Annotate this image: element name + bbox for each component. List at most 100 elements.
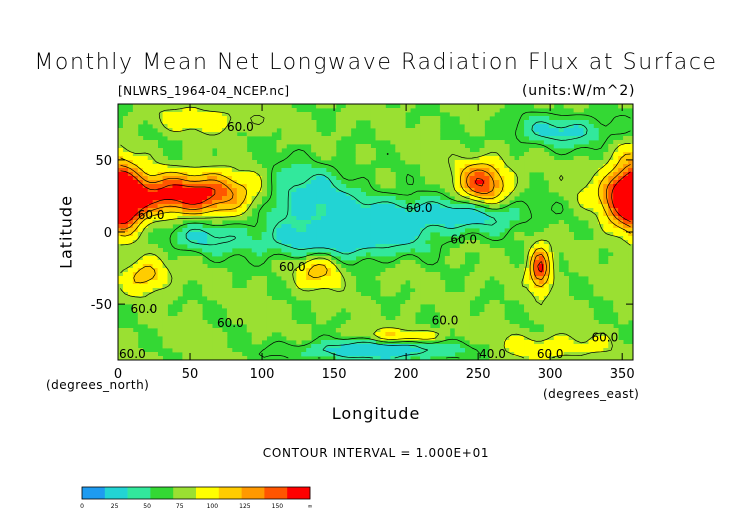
field-cell [613,296,619,301]
field-cell [122,296,129,301]
field-cell [558,136,565,141]
field-cell [588,136,594,141]
field-cell [276,148,282,153]
field-cell [494,200,500,205]
field-cell [469,164,475,169]
field-cell [202,132,208,137]
field-cell [568,180,574,185]
field-cell [345,104,352,109]
y-tick-label: -50 [91,298,112,313]
field-cell [613,140,619,145]
field-cell [573,140,579,145]
field-cell [519,180,525,185]
field-cell [573,312,579,317]
field-cell [628,344,633,349]
field-cell [504,264,510,269]
field-cell [400,248,406,253]
field-cell [187,308,193,313]
field-cell [345,232,352,237]
field-cell [375,200,381,205]
field-cell [553,272,560,277]
field-cell [281,260,287,265]
field-cell [360,304,366,309]
field-cell [489,304,495,309]
field-cell [355,356,362,360]
field-cell [469,328,475,333]
field-cell [301,332,307,337]
field-cell [410,212,416,217]
field-cell [311,144,317,149]
field-cell [162,216,168,221]
field-cell [197,196,203,201]
field-cell [628,188,633,193]
field-cell [628,148,633,153]
field-cell [375,328,381,333]
field-cell [380,116,386,121]
field-cell [301,200,307,205]
field-cell [524,348,530,353]
field-cell [266,312,272,317]
field-cell [321,216,327,221]
field-cell [281,144,287,149]
field-cell [261,128,267,133]
field-cell [202,236,208,241]
field-cell [167,268,173,273]
field-cell [182,344,188,349]
field-cell [380,184,386,189]
field-cell [340,248,347,253]
field-cell [187,340,193,345]
field-cell [593,272,599,277]
field-cell [281,332,287,337]
field-cell [613,224,619,229]
field-cell [345,344,352,349]
field-cell [221,272,228,277]
field-cell [568,248,574,253]
field-cell [137,292,144,297]
field-cell [217,336,223,341]
field-cell [543,316,550,321]
field-cell [236,156,243,161]
field-cell [177,220,183,225]
field-cell [330,176,337,181]
field-cell [157,116,163,121]
field-cell [236,176,243,181]
field-cell [162,276,168,281]
field-cell [405,300,411,305]
field-cell [459,176,466,181]
field-cell [340,192,347,197]
field-cell [494,228,500,233]
field-cell [533,152,540,157]
field-cell [494,304,500,309]
field-cell [425,236,431,241]
field-cell [345,256,352,261]
field-cell [425,232,431,237]
field-cell [444,308,451,313]
field-cell [603,172,609,177]
field-cell [425,136,431,141]
field-cell [221,124,228,129]
field-cell [583,328,589,333]
field-cell [335,344,342,349]
field-cell [494,252,500,257]
field-cell [335,348,342,353]
field-cell [197,324,203,329]
field-cell [538,348,545,353]
field-cell [182,268,188,273]
field-cell [608,184,614,189]
field-cell [306,260,312,265]
field-cell [380,276,386,281]
field-cell [236,352,243,357]
field-cell [464,172,470,177]
field-cell [167,300,173,305]
field-cell [553,248,560,253]
field-cell [207,288,213,293]
field-cell [127,244,134,249]
field-cell [118,152,124,157]
field-cell [533,348,540,353]
field-cell [429,284,436,289]
field-cell [286,116,292,121]
field-cell [618,296,624,301]
field-cell [420,332,426,337]
field-cell [380,240,386,245]
field-cell [603,168,609,173]
